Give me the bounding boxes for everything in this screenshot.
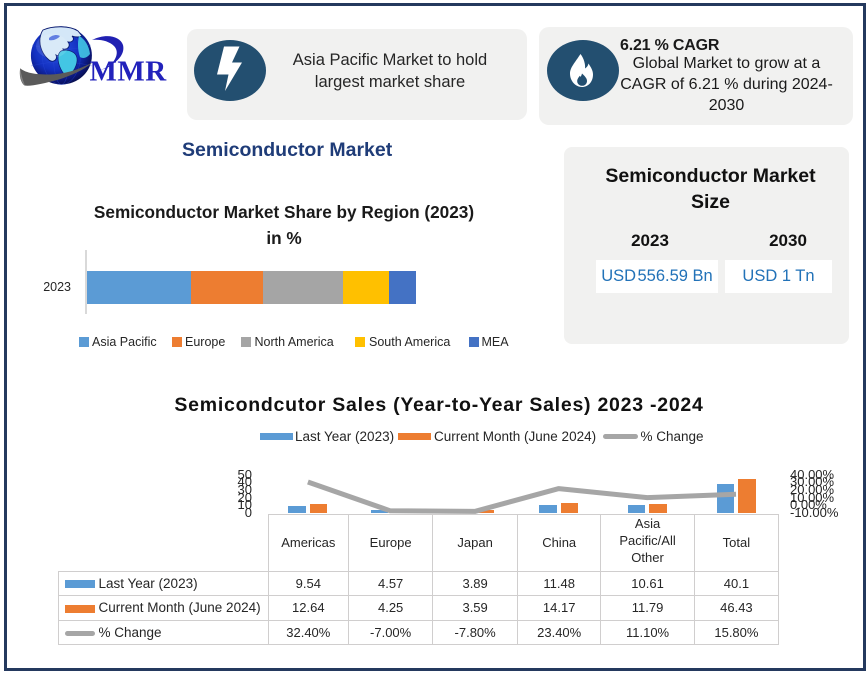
svg-text:MMR: MMR — [90, 56, 168, 88]
